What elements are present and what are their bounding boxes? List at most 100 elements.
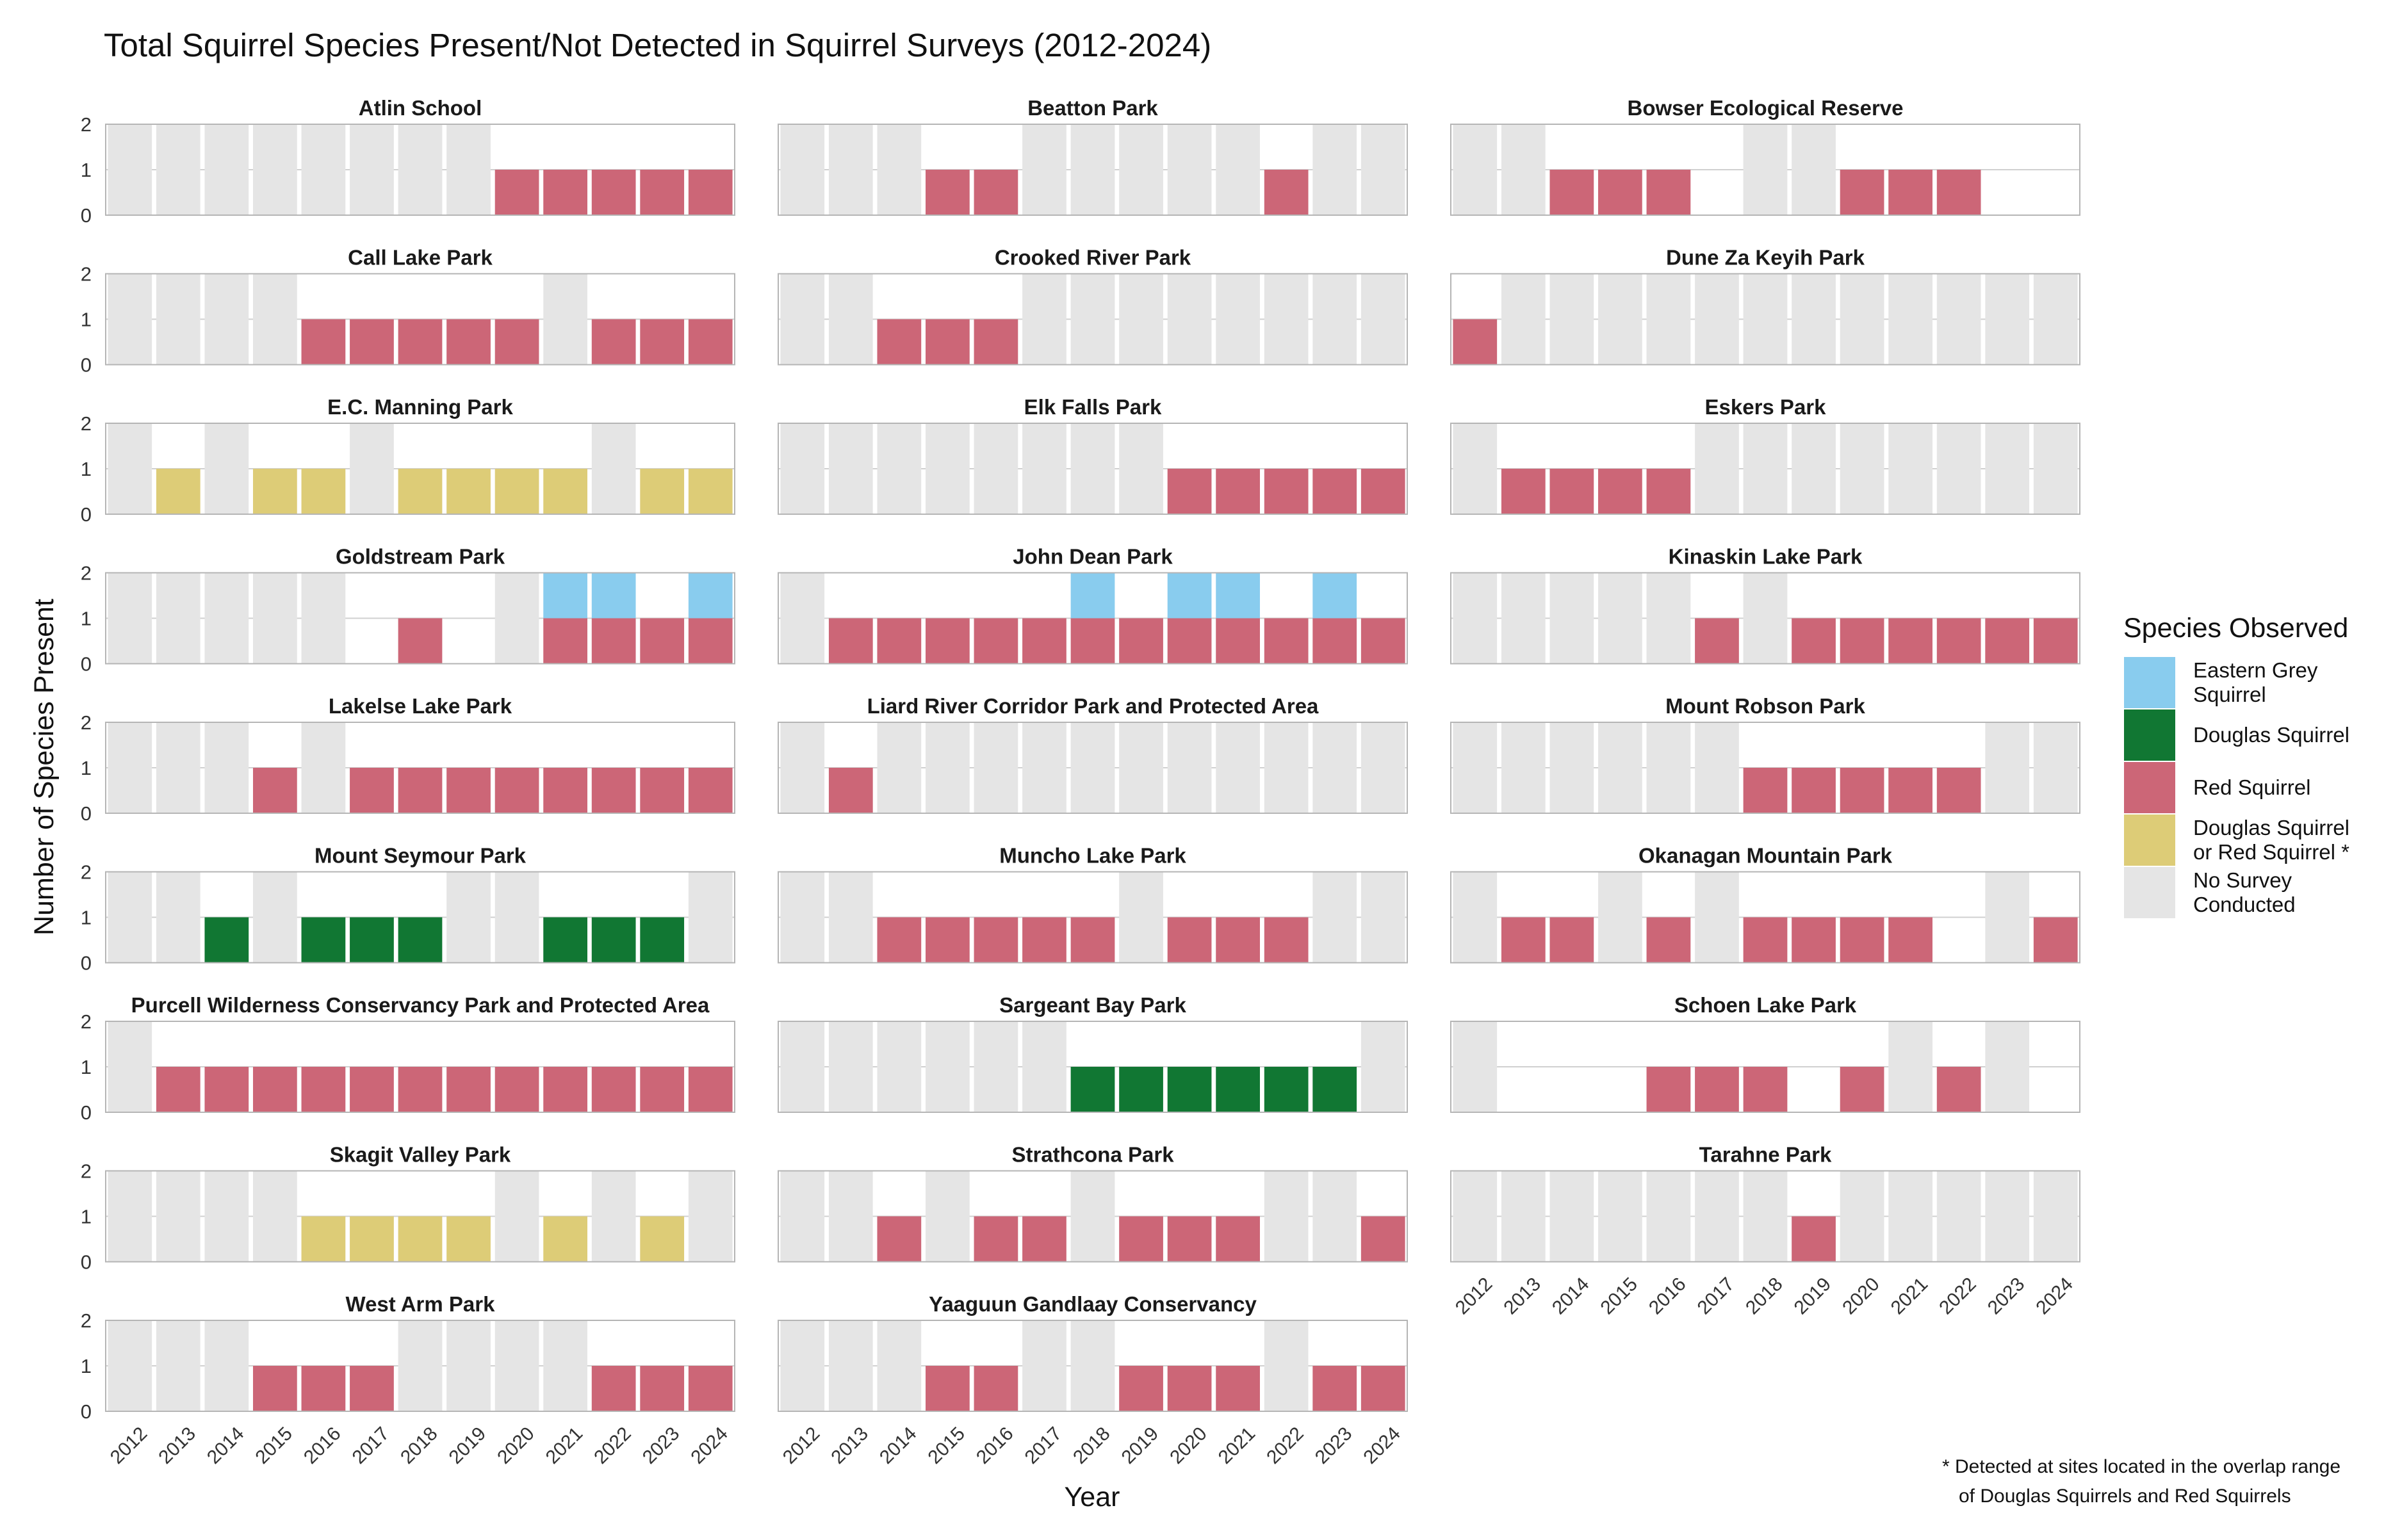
facet-panel: Crooked River Park — [778, 246, 1408, 366]
bar-segment — [1792, 768, 1836, 813]
facet-panel: Tarahne Park 2012 2013 2014 2015 2016 2017 2018… — [1450, 1143, 2080, 1319]
y-tick-label: 2 — [81, 1160, 92, 1183]
bar-no-survey — [1216, 273, 1260, 365]
bar-no-survey — [204, 1171, 249, 1262]
bar-no-survey — [1264, 1171, 1309, 1262]
legend-item: Douglas Squirrel — [2124, 709, 2349, 761]
bar-segment — [1549, 469, 1594, 514]
bar-segment — [350, 1067, 394, 1112]
bar-no-survey — [1646, 572, 1691, 664]
bar-no-survey — [108, 871, 152, 963]
bar-segment — [1598, 170, 1642, 215]
bar-no-survey — [398, 124, 443, 215]
bar-segment — [1167, 1366, 1212, 1411]
bar-segment — [543, 917, 587, 963]
bar-no-survey — [1985, 273, 2030, 365]
facet-panel: Lakelse Lake Park 0 1 2 — [81, 694, 735, 825]
bar-no-survey — [108, 1171, 152, 1262]
bar-segment — [543, 1216, 587, 1262]
bar-segment — [591, 1366, 636, 1411]
facet-panel: Mount Seymour Park 0 1 2 — [81, 844, 735, 975]
bar-segment — [350, 917, 394, 963]
bar-no-survey — [1501, 572, 1546, 664]
x-axis-label: Year — [1065, 1482, 1120, 1512]
bar-no-survey — [1360, 1021, 1405, 1112]
bar-segment — [926, 1366, 970, 1411]
x-tick-label: 2017 — [1021, 1423, 1066, 1468]
bar-segment — [2033, 917, 2078, 963]
bar-segment — [828, 768, 873, 813]
bar-segment — [828, 618, 873, 664]
facet-title: Crooked River Park — [995, 246, 1191, 270]
bar-segment — [204, 1067, 249, 1112]
x-tick-label: 2021 — [1887, 1274, 1932, 1319]
bar-no-survey — [1792, 423, 1836, 514]
bar-no-survey — [108, 273, 152, 365]
panel-border — [105, 1320, 735, 1412]
facet-panel: Sargeant Bay Park — [778, 993, 1408, 1113]
facet-panel: Skagit Valley Park 0 1 2 — [81, 1143, 735, 1274]
x-tick-label: 2014 — [203, 1423, 249, 1468]
facet-title: Strathcona Park — [1011, 1143, 1174, 1167]
bar-no-survey — [1985, 722, 2030, 813]
bar-segment — [688, 469, 733, 514]
facet-title: E.C. Manning Park — [327, 395, 513, 419]
bar-no-survey — [350, 124, 394, 215]
x-tick-label: 2022 — [590, 1423, 635, 1468]
legend-label: Eastern Grey — [2193, 658, 2318, 682]
facet-title: Liard River Corridor Park and Protected … — [867, 694, 1319, 718]
facet-title: Beatton Park — [1027, 96, 1158, 120]
panel-border — [105, 722, 735, 814]
bar-no-survey — [350, 423, 394, 514]
bar-no-survey — [828, 871, 873, 963]
bar-segment — [543, 170, 587, 215]
bar-segment — [640, 1067, 685, 1112]
facet-panel: Beatton Park — [778, 96, 1408, 216]
bar-segment — [1312, 469, 1357, 514]
bar-no-survey — [1888, 1021, 1932, 1112]
bar-no-survey — [1695, 722, 1739, 813]
bar-no-survey — [1312, 871, 1357, 963]
bar-segment — [1119, 1216, 1163, 1262]
bar-no-survey — [108, 1320, 152, 1411]
bar-no-survey — [1501, 124, 1546, 215]
bar-segment — [446, 1216, 491, 1262]
bar-no-survey — [1360, 273, 1405, 365]
x-tick-label: 2012 — [1451, 1274, 1497, 1319]
bar-segment — [1646, 170, 1691, 215]
bar-segment — [640, 319, 685, 365]
y-tick-label: 2 — [81, 412, 92, 435]
bar-segment — [1216, 469, 1260, 514]
bar-segment — [350, 319, 394, 365]
bar-no-survey — [1360, 124, 1405, 215]
bar-no-survey — [204, 423, 249, 514]
bar-segment — [877, 1216, 922, 1262]
bar-no-survey — [828, 124, 873, 215]
bar-no-survey — [1453, 871, 1498, 963]
panel-border — [1450, 423, 2080, 515]
bar-segment — [1646, 1067, 1691, 1112]
bar-segment — [1119, 1366, 1163, 1411]
y-tick-label: 1 — [81, 1206, 92, 1228]
footnote-line-1: * Detected at sites located in the overl… — [1942, 1456, 2341, 1477]
bar-segment — [350, 1366, 394, 1411]
bar-no-survey — [1646, 1171, 1691, 1262]
bar-no-survey — [1453, 572, 1498, 664]
bar-segment — [1216, 1216, 1260, 1262]
facet-panel: Bowser Ecological Reserve — [1450, 96, 2080, 216]
bar-no-survey — [1312, 273, 1357, 365]
x-tick-label: 2017 — [1694, 1274, 1739, 1319]
bar-segment — [1840, 917, 1884, 963]
bar-no-survey — [156, 1320, 200, 1411]
facet-title: Call Lake Park — [348, 246, 493, 270]
bar-no-survey — [108, 124, 152, 215]
bar-segment — [1840, 768, 1884, 813]
bar-no-survey — [1022, 1320, 1066, 1411]
y-tick-label: 0 — [81, 204, 92, 227]
x-tick-label: 2013 — [1499, 1274, 1545, 1319]
bar-segment — [398, 1216, 443, 1262]
y-tick-label: 1 — [81, 309, 92, 331]
